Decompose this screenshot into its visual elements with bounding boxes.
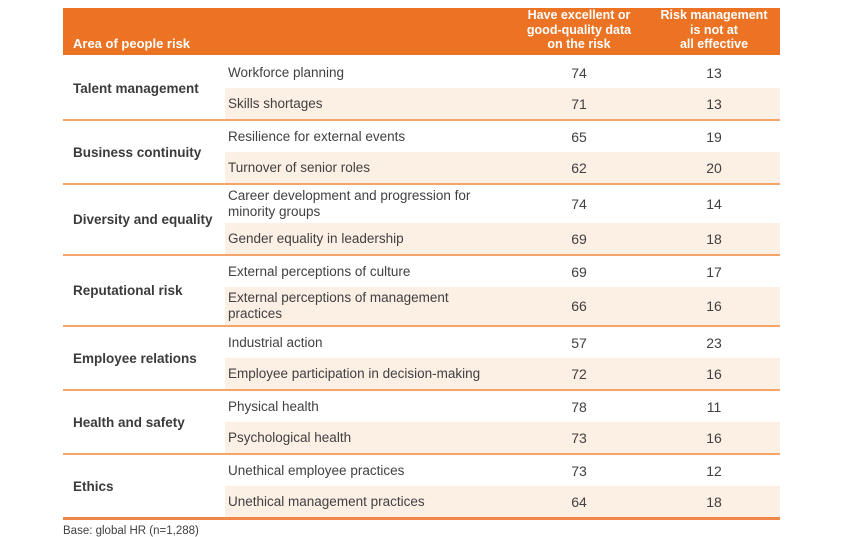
effectiveness-value: 19 bbox=[706, 128, 722, 145]
table-header-row: Area of people risk Have excellent or go… bbox=[63, 8, 780, 55]
risk-group-section: Reputational risk External perceptions of… bbox=[63, 256, 780, 327]
group-area-label: Diversity and equality bbox=[73, 212, 213, 227]
base-note: Base: global HR (n=1,288) bbox=[63, 525, 199, 537]
data-quality-value: 73 bbox=[510, 422, 648, 453]
risk-name-cell: Unethical employee practices bbox=[228, 462, 405, 478]
group-area-label: Business continuity bbox=[73, 144, 202, 160]
effectiveness-value: 13 bbox=[648, 88, 780, 119]
data-quality-value: 71 bbox=[510, 88, 648, 119]
effectiveness-value: 12 bbox=[706, 462, 722, 479]
effectiveness-value: 13 bbox=[706, 64, 722, 81]
risk-name-cell: Industrial action bbox=[228, 334, 323, 350]
column-header-effectiveness: Risk management is not at all effective bbox=[660, 8, 768, 51]
risk-name-cell: Skills shortages bbox=[225, 88, 510, 119]
group-area-label: Ethics bbox=[73, 478, 114, 494]
data-quality-value: 64 bbox=[510, 486, 648, 517]
risk-group-section: Health and safety Physical health 78 11 Psyc… bbox=[63, 391, 780, 455]
risk-group-section: Diversity and equality Career development… bbox=[63, 185, 780, 256]
column-header-data-quality: Have excellent or good-quality data on t… bbox=[526, 8, 632, 51]
column-header-spacer bbox=[225, 8, 510, 58]
data-quality-value: 62 bbox=[510, 152, 648, 183]
risk-name-cell: Unethical management practices bbox=[225, 486, 510, 517]
risk-group-section: Business continuity Resilience for extern… bbox=[63, 121, 780, 185]
data-quality-value: 66 bbox=[510, 287, 648, 325]
data-quality-value: 74 bbox=[571, 64, 587, 81]
risk-name-cell: Gender equality in leadership bbox=[225, 223, 510, 254]
effectiveness-value: 11 bbox=[706, 398, 722, 415]
effectiveness-value: 17 bbox=[706, 263, 722, 280]
effectiveness-value: 20 bbox=[648, 152, 780, 183]
effectiveness-value: 16 bbox=[648, 422, 780, 453]
data-quality-value: 69 bbox=[510, 223, 648, 254]
effectiveness-value: 14 bbox=[706, 196, 722, 212]
risk-name-cell: External perceptions of management pract… bbox=[225, 287, 510, 325]
risk-name-cell: Physical health bbox=[228, 398, 319, 414]
people-risk-table: Area of people risk Have excellent or go… bbox=[63, 8, 780, 520]
data-quality-value: 65 bbox=[571, 128, 587, 145]
risk-group-section: Ethics Unethical employee practices 73 12 Un… bbox=[63, 455, 780, 520]
data-quality-value: 72 bbox=[510, 358, 648, 389]
group-area-label: Talent management bbox=[73, 80, 199, 96]
risk-name-cell: Workforce planning bbox=[228, 64, 345, 80]
group-area-label: Employee relations bbox=[73, 350, 197, 366]
effectiveness-value: 18 bbox=[648, 223, 780, 254]
risk-name-cell: Employee participation in decision-makin… bbox=[225, 358, 510, 389]
table-body: Talent management Workforce planning 74 13 S… bbox=[63, 57, 780, 520]
effectiveness-value: 16 bbox=[648, 287, 780, 325]
risk-name-cell: External perceptions of culture bbox=[228, 263, 411, 279]
group-area-label: Health and safety bbox=[73, 414, 185, 430]
risk-name-cell: Resilience for external events bbox=[228, 128, 406, 144]
risk-name-cell: Career development and progression for m… bbox=[228, 188, 471, 219]
group-area-label: Reputational risk bbox=[73, 283, 183, 298]
data-quality-value: 74 bbox=[571, 196, 587, 212]
data-quality-value: 78 bbox=[571, 398, 587, 415]
data-quality-value: 73 bbox=[571, 462, 587, 479]
risk-group-section: Talent management Workforce planning 74 13 S… bbox=[63, 57, 780, 121]
effectiveness-value: 16 bbox=[648, 358, 780, 389]
risk-name-cell: Turnover of senior roles bbox=[225, 152, 510, 183]
effectiveness-value: 18 bbox=[648, 486, 780, 517]
risk-name-cell: Psychological health bbox=[225, 422, 510, 453]
effectiveness-value: 23 bbox=[706, 334, 722, 351]
column-header-area-of-people-risk: Area of people risk bbox=[73, 35, 191, 51]
data-quality-value: 69 bbox=[571, 263, 587, 280]
data-quality-value: 57 bbox=[571, 334, 587, 351]
risk-group-section: Employee relations Industrial action 57 23 E… bbox=[63, 327, 780, 391]
report-table-figure: Area of people risk Have excellent or go… bbox=[63, 8, 780, 537]
